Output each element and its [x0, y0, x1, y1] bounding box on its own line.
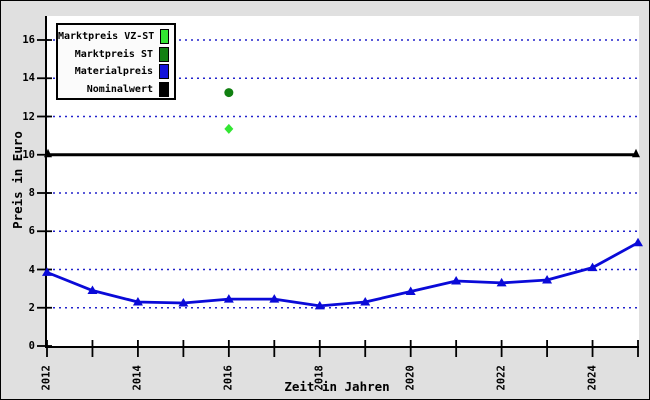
legend-item: Marktpreis ST: [58, 46, 174, 64]
data-point-marker: [360, 297, 371, 306]
nominal-end-marker: [632, 148, 640, 158]
data-point-marker: [314, 300, 325, 310]
legend-swatch: [159, 81, 169, 97]
data-point-marker: [633, 237, 643, 247]
y-tick-label: 2: [28, 301, 35, 314]
y-tick-label: 16: [22, 34, 35, 46]
data-point-marker: [178, 297, 189, 307]
legend-swatch: [159, 46, 169, 62]
data-point-marker: [132, 297, 143, 306]
legend-item-label: Materialpreis: [74, 66, 153, 78]
marktpreis-vzst-point: [224, 123, 234, 134]
x-tick-label: 2014: [131, 365, 144, 391]
x-tick-label: 2016: [222, 365, 235, 391]
data-point-marker: [542, 275, 553, 284]
legend-item: Marktpreis VZ-ST: [58, 28, 174, 46]
data-point-marker: [451, 275, 462, 285]
y-tick-label: 0: [28, 340, 35, 352]
y-tick-label: 8: [28, 187, 35, 199]
data-point-marker: [42, 267, 52, 276]
series-line-materialpreis: [45, 241, 640, 308]
y-tick-label: 10: [22, 148, 35, 161]
y-tick-label: 4: [28, 263, 35, 276]
y-axis-title: Preis in Euro: [10, 131, 25, 229]
legend-swatch: [160, 29, 169, 45]
x-tick-label: 2024: [586, 365, 599, 391]
y-tick-label: 14: [22, 72, 35, 85]
data-point-marker: [496, 277, 507, 287]
y-tick-label: 6: [28, 225, 35, 238]
data-point-marker: [405, 286, 416, 295]
legend-item: Nominalwert: [58, 81, 174, 99]
legend-item: Materialpreis: [58, 63, 174, 81]
x-axis-title: Zeit in Jahren: [284, 379, 390, 394]
data-point-marker: [587, 262, 598, 272]
chart-legend: Marktpreis VZ-ST Marktpreis ST Materialpre…: [56, 23, 176, 100]
legend-item-label: Marktpreis ST: [74, 48, 153, 60]
data-point-marker: [87, 285, 98, 295]
legend-swatch: [159, 64, 169, 80]
legend-item-label: Marktpreis VZ-ST: [58, 31, 155, 43]
data-point-marker: [223, 294, 234, 303]
marktpreis-st-point: [224, 88, 234, 98]
legend-item-label: Nominalwert: [86, 83, 153, 95]
nominal-end-marker: [44, 148, 52, 158]
x-tick-label: 2022: [495, 365, 508, 391]
data-point-marker: [269, 294, 280, 303]
x-tick-label: 2012: [40, 365, 53, 391]
y-tick-label: 12: [22, 110, 35, 123]
